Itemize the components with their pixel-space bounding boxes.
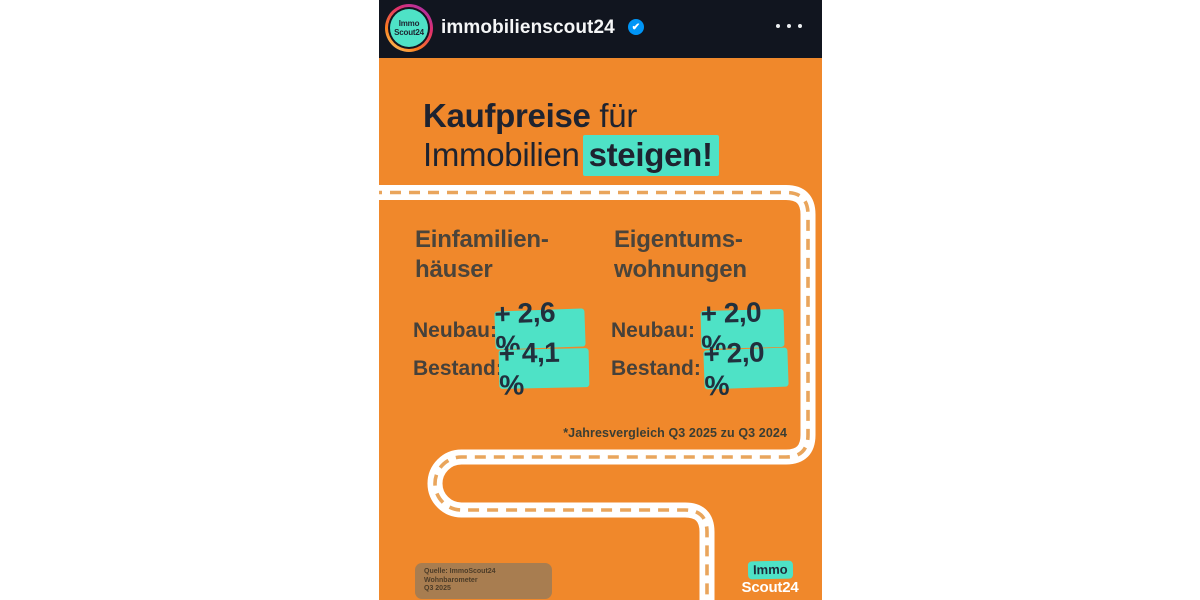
source-line2: Q3 2025 xyxy=(424,585,451,592)
avatar-logo: Immo Scout24 xyxy=(390,9,428,47)
stat-label: Bestand: xyxy=(413,357,503,380)
logo-scout-text: Scout24 xyxy=(741,579,799,596)
stat-label: Neubau: xyxy=(611,319,695,342)
stat-label: Bestand: xyxy=(611,357,701,380)
source-box: Quelle: ImmoScout24 Wohnbarometer Q3 202… xyxy=(415,563,552,599)
verified-badge-icon: ✔ xyxy=(628,19,644,35)
footnote: *Jahresvergleich Q3 2025 zu Q3 2024 xyxy=(563,426,787,440)
poster-title: Kaufpreise für Immobilien steigen! xyxy=(423,96,719,176)
post-image[interactable]: Kaufpreise für Immobilien steigen! Einfam… xyxy=(379,58,822,600)
title-line2: Immobilien steigen! xyxy=(423,135,719,176)
avatar-logo-line1: Immo xyxy=(398,19,420,28)
column-header-einfamilienhaeuser: Einfamilien- häuser xyxy=(415,226,549,283)
username[interactable]: immobilienscout24 xyxy=(441,17,615,38)
title-line1: Kaufpreise für xyxy=(423,97,638,134)
title-highlight: steigen! xyxy=(582,135,719,176)
post-column: Immo Scout24 immobilienscout24 ✔ xyxy=(379,0,822,600)
post-header: Immo Scout24 immobilienscout24 ✔ xyxy=(379,0,822,58)
avatar-logo-line2: Scout24 xyxy=(394,28,424,37)
dot-icon xyxy=(787,24,791,28)
stat-value-highlight: + 4,1 % xyxy=(498,336,590,400)
more-options-button[interactable] xyxy=(776,24,802,28)
stat-label: Neubau: xyxy=(413,319,497,342)
source-line1: Quelle: ImmoScout24 Wohnbarometer xyxy=(424,568,496,584)
avatar-ring-gap: Immo Scout24 xyxy=(388,7,430,49)
dot-icon xyxy=(776,24,780,28)
dot-icon xyxy=(798,24,802,28)
avatar[interactable]: Immo Scout24 xyxy=(385,4,433,52)
immoscout24-logo: Immo Scout24 xyxy=(742,560,799,596)
column-header-eigentumswohnungen: Eigentums- wohnungen xyxy=(614,226,747,283)
logo-immo-pill: Immo xyxy=(747,560,793,580)
stat-value-highlight: + 2,0 % xyxy=(703,336,789,401)
